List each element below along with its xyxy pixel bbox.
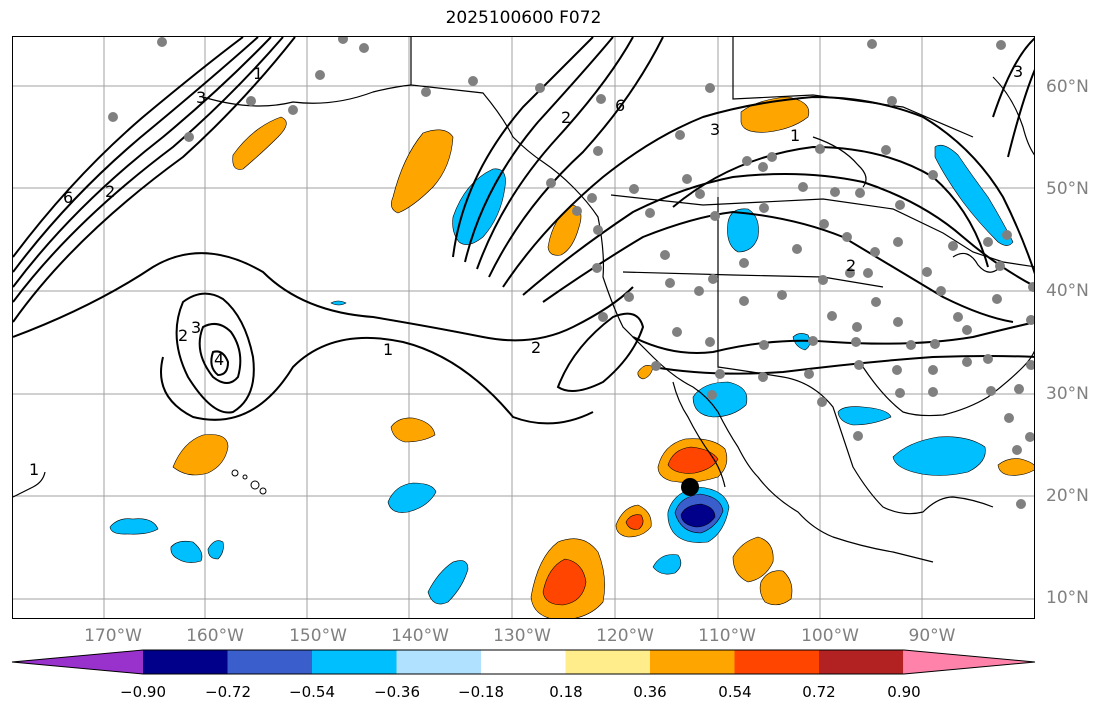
- contour-label: 2: [178, 326, 188, 345]
- colorbar-segment: [481, 650, 566, 674]
- colorbar-tick: 0.18: [549, 683, 583, 701]
- map-title: 2025100600 F072: [445, 8, 602, 28]
- contour-lines: [13, 37, 1034, 425]
- lon-label: 140°W: [391, 626, 449, 646]
- lat-label: 10°N: [1046, 588, 1089, 608]
- colorbar-segment: [650, 650, 735, 674]
- location-marker: [681, 478, 699, 496]
- map-panel[interactable]: 1 1 1 2 2 2 3 3 4 6 2 3 1 3 6 2: [12, 36, 1035, 619]
- contour-label: 1: [29, 460, 39, 479]
- station-markers: [108, 37, 1034, 509]
- contour-label: 3: [710, 120, 720, 139]
- coastlines: [13, 37, 1034, 563]
- lon-label: 130°W: [493, 626, 551, 646]
- colorbar-segment: [312, 650, 397, 674]
- colorbar-tick: −0.72: [205, 683, 251, 701]
- contour-label: 2: [846, 256, 856, 275]
- lon-label: 100°W: [801, 626, 859, 646]
- lat-label: 60°N: [1046, 77, 1089, 97]
- colorbar-segment: [904, 650, 1035, 674]
- contour-label: 1: [383, 340, 393, 359]
- contour-labels: 1 1 1 2 2 2 3 3 4 6 2 3 1 3 6 2: [29, 62, 1023, 479]
- contour-label: 6: [63, 188, 73, 207]
- hawaiian-islands: [231, 469, 267, 495]
- colorbar-tick: −0.90: [120, 683, 166, 701]
- colorbar-tick: 0.90: [887, 683, 921, 701]
- contour-label: 6: [615, 96, 625, 115]
- contour-label: 4: [214, 350, 224, 369]
- lat-label: 20°N: [1046, 486, 1089, 506]
- lon-label: 160°W: [186, 626, 244, 646]
- colorbar-tick: 0.72: [802, 683, 836, 701]
- lon-label: 170°W: [84, 626, 142, 646]
- lon-label: 90°W: [908, 626, 956, 646]
- lon-label: 110°W: [698, 626, 756, 646]
- lat-label: 50°N: [1046, 179, 1089, 199]
- contour-label: 1: [790, 126, 800, 145]
- colorbar-tick: −0.54: [289, 683, 335, 701]
- colorbar-tick: 0.36: [633, 683, 667, 701]
- contour-label: 2: [561, 108, 571, 127]
- contour-label: 3: [1013, 62, 1023, 81]
- contour-label: 3: [191, 318, 201, 337]
- colorbar-segment: [819, 650, 904, 674]
- colorbar-segment: [396, 650, 481, 674]
- contour-label: 3: [196, 88, 206, 107]
- map-canvas: 1 1 1 2 2 2 3 3 4 6 2 3 1 3 6 2: [13, 37, 1034, 618]
- graticule: [13, 37, 1034, 618]
- colorbar: [11, 649, 1036, 675]
- contour-label: 1: [253, 64, 263, 83]
- shaded-anomalies: [109, 96, 1034, 618]
- colorbar-segment: [143, 650, 228, 674]
- lon-label: 120°W: [596, 626, 654, 646]
- colorbar-tick: 0.54: [718, 683, 752, 701]
- colorbar-tick: −0.18: [458, 683, 504, 701]
- contour-label: 2: [531, 338, 541, 357]
- colorbar-segment: [734, 650, 819, 674]
- lat-label: 30°N: [1046, 384, 1089, 404]
- colorbar-tick: −0.36: [374, 683, 420, 701]
- colorbar-outline: [11, 649, 1036, 675]
- lon-label: 150°W: [289, 626, 347, 646]
- contour-label: 2: [105, 182, 115, 201]
- colorbar-segment: [227, 650, 312, 674]
- lat-label: 40°N: [1046, 281, 1089, 301]
- colorbar-segment: [565, 650, 650, 674]
- colorbar-segment: [12, 650, 143, 674]
